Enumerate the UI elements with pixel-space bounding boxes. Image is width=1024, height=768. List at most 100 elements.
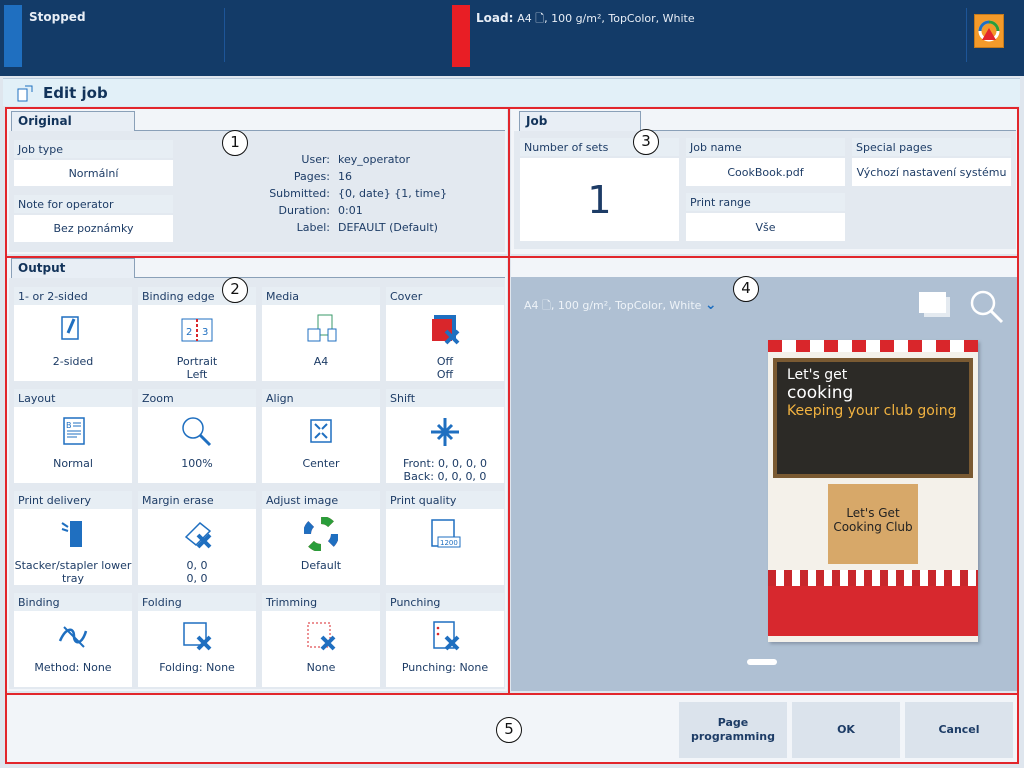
page-slider[interactable] <box>747 659 777 665</box>
tile-layout[interactable]: Layout B Normal <box>14 389 132 489</box>
tile-1-or-2-sided[interactable]: 1- or 2-sided 2-sided <box>14 287 132 387</box>
tile-binding[interactable]: Binding Method: None <box>14 593 132 693</box>
tile-folding[interactable]: Folding Folding: None <box>138 593 256 693</box>
tile-value: Default <box>300 559 342 572</box>
tile-trimming[interactable]: Trimming None <box>262 593 380 693</box>
tile-body[interactable]: Method: None <box>14 611 132 687</box>
preview-media[interactable]: A4 🗋, 100 g/m², TopColor, White ⌄ <box>524 297 717 316</box>
annotation-box-4 <box>508 256 1019 695</box>
folding-icon <box>180 619 214 653</box>
job-type-field[interactable]: Normální <box>14 160 173 186</box>
tile-body[interactable]: 1200 <box>386 509 504 585</box>
callout-5: 5 <box>496 717 522 743</box>
tile-body[interactable]: 2 3 Portrait Left <box>138 305 256 381</box>
tile-value: Normal <box>53 457 93 470</box>
cover-title-2: cooking <box>787 383 854 403</box>
layout-icon: B <box>56 415 90 449</box>
callout-2: 2 <box>222 277 248 303</box>
tile-value: None <box>306 661 336 674</box>
info-value: 16 <box>338 170 352 183</box>
tile-align[interactable]: Align Center <box>262 389 380 489</box>
info-value: {0, date} {1, time} <box>338 187 448 200</box>
margin-erase-icon <box>180 517 214 551</box>
tile-label: Binding <box>14 593 132 611</box>
tile-value: Stacker/stapler lower tray <box>14 559 132 585</box>
tile-label: 1- or 2-sided <box>14 287 132 305</box>
tile-body[interactable]: Folding: None <box>138 611 256 687</box>
tile-body[interactable]: A4 <box>262 305 380 381</box>
tile-body[interactable]: None <box>262 611 380 687</box>
special-pages-field[interactable]: Výchozí nastavení systému <box>852 158 1011 186</box>
tab-line <box>641 130 1016 131</box>
tile-body[interactable]: Off Off <box>386 305 504 381</box>
tile-adjust-image[interactable]: Adjust image Default <box>262 491 380 591</box>
info-value: 0:01 <box>338 204 363 217</box>
tile-label: Cover <box>386 287 504 305</box>
two-sided-icon <box>56 313 90 347</box>
edit-job-header: Edit job <box>3 78 1020 106</box>
tile-label: Trimming <box>262 593 380 611</box>
tile-body[interactable]: 0, 0 0, 0 <box>138 509 256 585</box>
tile-value: Front: 0, 0, 0, 0 Back: 0, 0, 0, 0 <box>403 457 487 483</box>
tile-cover[interactable]: Cover Off Off <box>386 287 504 387</box>
divider <box>224 8 225 62</box>
tile-punching[interactable]: Punching Punching: None <box>386 593 504 693</box>
media-icon <box>304 313 338 347</box>
tile-print-delivery[interactable]: Print delivery Stacker/stapler lower tray <box>14 491 132 591</box>
tile-body[interactable]: 2-sided <box>14 305 132 381</box>
tile-label: Punching <box>386 593 504 611</box>
tile-margin-erase[interactable]: Margin erase 0, 0 0, 0 <box>138 491 256 591</box>
callout-1: 1 <box>222 130 248 156</box>
tile-body[interactable]: Stacker/stapler lower tray <box>14 509 132 585</box>
tile-body[interactable]: Default <box>262 509 380 585</box>
cover-subtitle: Keeping your club going <box>787 403 957 419</box>
cancel-button[interactable]: Cancel <box>905 702 1013 758</box>
cover-footer <box>768 586 978 636</box>
tile-value: 100% <box>181 457 213 470</box>
print-range-field[interactable]: Vše <box>686 213 845 241</box>
info-key: Label: <box>296 221 330 234</box>
ok-button[interactable]: OK <box>792 702 900 758</box>
tab-job[interactable]: Job <box>519 111 641 131</box>
page-programming-button[interactable]: Page programming <box>679 702 787 758</box>
info-key: Pages: <box>293 170 330 183</box>
tile-shift[interactable]: Shift Front: 0, 0, 0, 0 Back: 0, 0, 0, 0 <box>386 389 504 489</box>
page-thumbnail[interactable]: Let's get cooking Keeping your club goin… <box>768 340 978 642</box>
tile-value: A4 <box>313 355 329 368</box>
annotation-box-3 <box>508 107 1019 258</box>
load-label: Load: <box>476 11 514 25</box>
tile-body[interactable]: Punching: None <box>386 611 504 687</box>
tile-print-quality[interactable]: Print quality 1200 <box>386 491 504 591</box>
cover-box: Let's Get Cooking Club <box>828 484 918 564</box>
svg-text:3: 3 <box>202 327 208 338</box>
sets-field[interactable]: 1 <box>520 158 679 241</box>
svg-text:2: 2 <box>186 327 192 338</box>
tile-body[interactable]: 100% <box>138 407 256 483</box>
tile-zoom[interactable]: Zoom 100% <box>138 389 256 489</box>
binding-icon <box>56 619 90 653</box>
color-wheel-warning-icon[interactable] <box>974 14 1004 48</box>
status-bar: Stopped Load: A4 🗋, 100 g/m², TopColor, … <box>0 0 1024 76</box>
tile-body[interactable]: Center <box>262 407 380 483</box>
tab-output[interactable]: Output <box>11 258 135 278</box>
tab-original[interactable]: Original <box>11 111 135 131</box>
tile-body[interactable]: Front: 0, 0, 0, 0 Back: 0, 0, 0, 0 <box>386 407 504 483</box>
note-field[interactable]: Bez poznámky <box>14 215 173 242</box>
punching-icon <box>428 619 462 653</box>
info-key: Duration: <box>278 204 330 217</box>
page-view-icon[interactable] <box>918 291 952 321</box>
align-center-icon <box>304 415 338 449</box>
info-value: key_operator <box>338 153 411 166</box>
tile-label: Align <box>262 389 380 407</box>
tile-media[interactable]: Media A4 <box>262 287 380 387</box>
callout-3: 3 <box>633 129 659 155</box>
load-status[interactable]: Load: A4 🗋, 100 g/m², TopColor, White <box>476 10 695 29</box>
zoom-icon[interactable] <box>969 289 1005 325</box>
job-name-field[interactable]: CookBook.pdf <box>686 158 845 186</box>
tile-value: Portrait Left <box>176 355 218 381</box>
chevron-down-icon[interactable]: ⌄ <box>704 297 717 313</box>
load-indicator <box>452 5 470 67</box>
job-name-label: Job name <box>686 138 845 156</box>
tile-body[interactable]: B Normal <box>14 407 132 483</box>
